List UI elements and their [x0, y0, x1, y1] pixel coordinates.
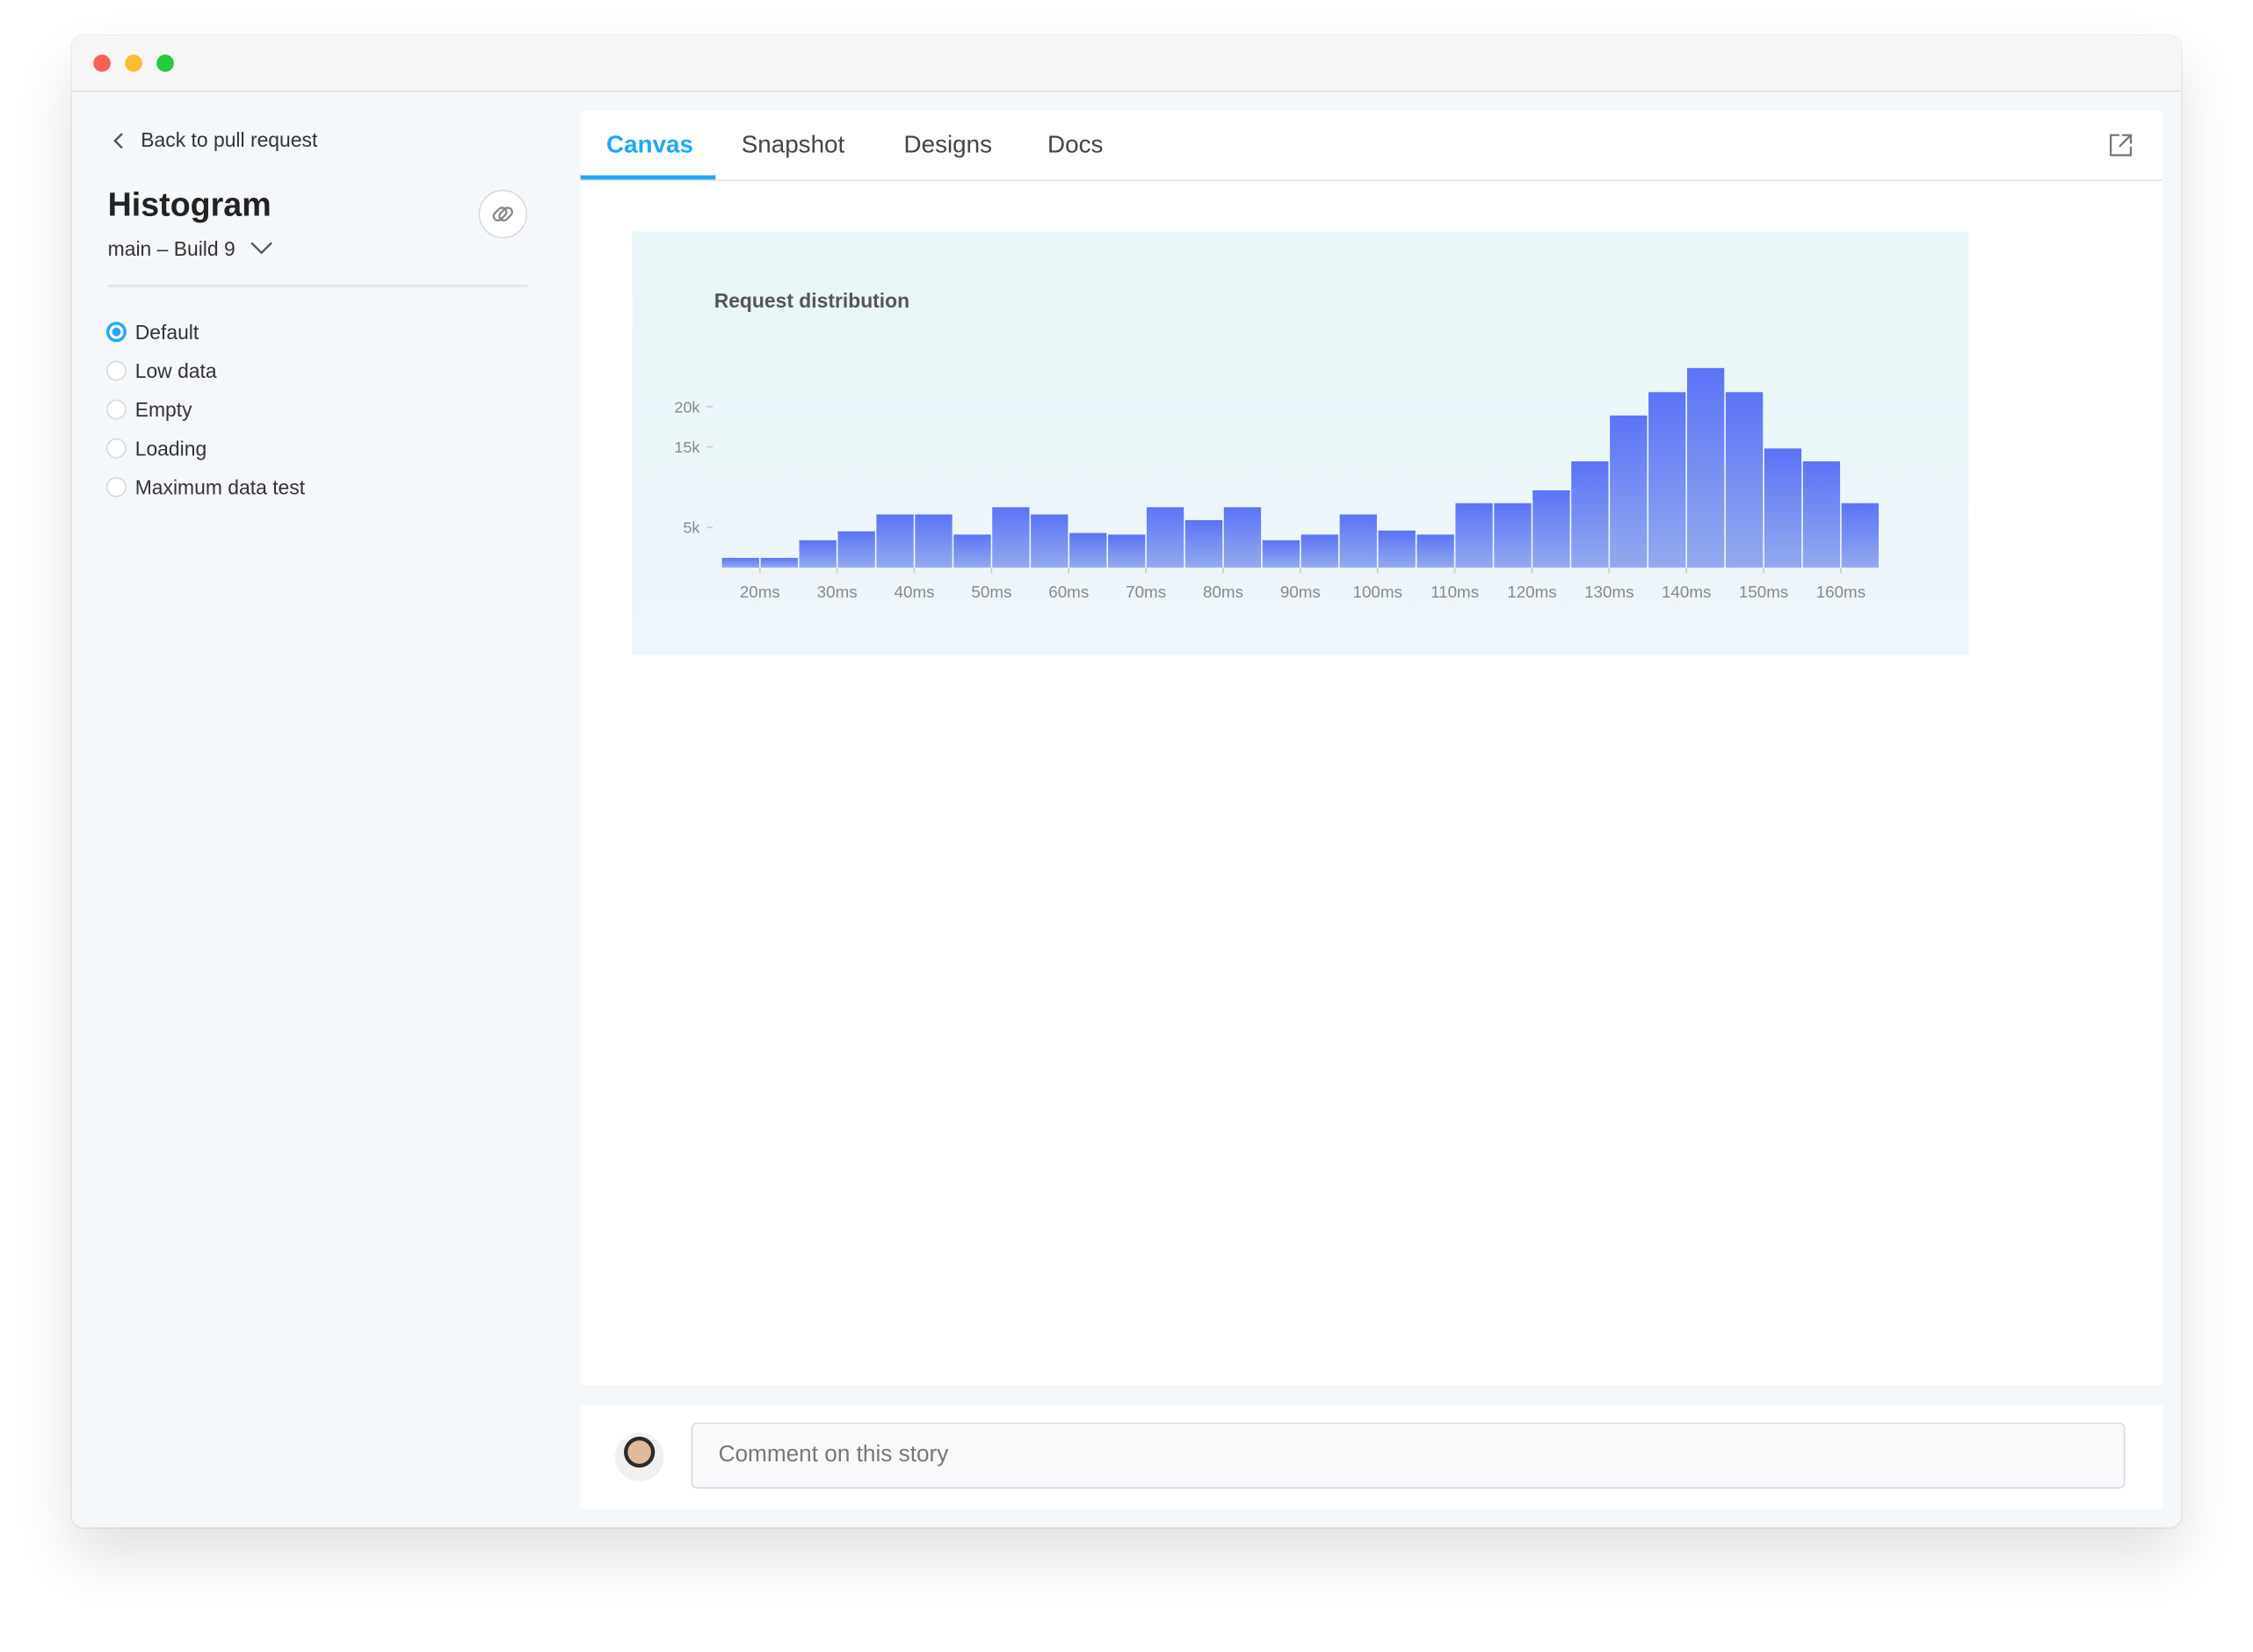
radio: [106, 360, 127, 381]
bar: [837, 531, 875, 568]
bar: [1610, 415, 1648, 568]
bar: [1031, 514, 1069, 568]
story-option[interactable]: Default: [106, 317, 199, 346]
x-tick-label: 50ms: [971, 583, 1011, 601]
bar: [1802, 461, 1841, 568]
bar: [1532, 489, 1570, 568]
x-tick-label: 130ms: [1584, 583, 1634, 601]
back-icon[interactable]: [112, 132, 127, 149]
radio: [106, 399, 127, 420]
comment-input[interactable]: Comment on this story: [691, 1422, 2126, 1489]
x-tick-label: 150ms: [1739, 583, 1788, 601]
option-label: Maximum data test: [134, 475, 306, 499]
y-tick-label: 15k: [674, 438, 700, 456]
bar: [1223, 507, 1262, 568]
bar: [1300, 534, 1338, 568]
close-button[interactable]: [93, 54, 111, 72]
story-option[interactable]: Low data: [106, 357, 217, 386]
bar: [760, 557, 798, 568]
bar: [1571, 461, 1609, 568]
y-tick-label: 5k: [683, 519, 700, 537]
minimize-button[interactable]: [125, 54, 142, 72]
radio: [106, 476, 127, 497]
chevron: [250, 242, 272, 255]
bar: [799, 540, 837, 568]
x-tick-label: 70ms: [1126, 583, 1166, 601]
bar: [1686, 367, 1725, 568]
bar: [1146, 507, 1184, 568]
comment-bar: Comment on this story: [580, 1405, 2162, 1509]
x-tick-label: 80ms: [1203, 583, 1243, 601]
bar: [992, 507, 1030, 568]
link-icon: [492, 206, 513, 222]
tab-bar: Canvas Snapshot Designs Docs: [580, 111, 2162, 182]
divider: [107, 284, 528, 288]
bar: [953, 534, 991, 568]
tab[interactable]: Canvas: [606, 130, 693, 158]
bar: [1339, 514, 1377, 568]
x-tick-label: 40ms: [895, 583, 935, 601]
bar: [1764, 448, 1802, 568]
y-tick-label: 20k: [674, 398, 700, 416]
bar: [721, 557, 759, 568]
option-label: Default: [134, 320, 199, 344]
radio: [106, 322, 127, 343]
bar: [876, 514, 914, 568]
x-tick-label: 140ms: [1662, 583, 1711, 601]
bar: [1108, 534, 1146, 568]
avatar: [614, 1432, 664, 1482]
option-label: Empty: [134, 397, 192, 422]
story-option[interactable]: Empty: [106, 395, 192, 424]
x-tick-label: 120ms: [1507, 583, 1556, 601]
copy-link-button[interactable]: [478, 189, 528, 239]
bar: [1069, 533, 1107, 568]
build-label: main – Build 9: [107, 236, 235, 260]
x-tick-label: 20ms: [740, 583, 780, 601]
x-tick-label: 160ms: [1816, 583, 1865, 601]
bar: [1725, 392, 1764, 568]
x-tick-label: 110ms: [1431, 583, 1479, 601]
active-tab-indicator: [580, 175, 716, 180]
chart-title: Request distribution: [714, 289, 909, 312]
zoom-button[interactable]: [156, 54, 174, 72]
bar: [1378, 530, 1416, 568]
tab[interactable]: Snapshot: [741, 130, 845, 158]
preview-panel: Canvas Snapshot Designs Docs Request distri…: [580, 110, 2162, 1386]
open-external-icon[interactable]: [2108, 132, 2133, 157]
bar: [1455, 503, 1493, 568]
chart-card: Request distribution 5k 15k 20k 20ms 30ms 40m…: [632, 231, 1969, 656]
bar: [1416, 534, 1454, 568]
back-link[interactable]: Back to pull request: [141, 127, 318, 151]
option-label: Loading: [134, 437, 207, 460]
chart: Request distribution 5k 15k 20k 20ms 30ms 40m…: [674, 289, 1880, 601]
window: Back to pull request Histogram main – Bu…: [71, 35, 2182, 1528]
bar: [1184, 519, 1223, 568]
x-tick-label: 30ms: [817, 583, 858, 601]
x-tick-label: 90ms: [1280, 583, 1321, 601]
tab[interactable]: Docs: [1047, 130, 1104, 158]
bar: [1494, 503, 1532, 568]
bar: [915, 514, 953, 568]
bar: [1648, 392, 1686, 568]
bar: [1841, 503, 1880, 568]
x-tick-label: 60ms: [1048, 583, 1089, 601]
option-label: Low data: [134, 359, 217, 382]
x-tick-label: 100ms: [1353, 583, 1402, 601]
story-option[interactable]: Loading: [106, 434, 206, 463]
title-bar: [71, 35, 2182, 92]
tab[interactable]: Designs: [903, 130, 992, 158]
radio: [106, 438, 127, 459]
bar: [1262, 540, 1300, 568]
build-selector[interactable]: main – Build 9: [108, 237, 272, 260]
story-title: Histogram: [107, 185, 272, 223]
story-option[interactable]: Maximum data test: [106, 473, 305, 502]
